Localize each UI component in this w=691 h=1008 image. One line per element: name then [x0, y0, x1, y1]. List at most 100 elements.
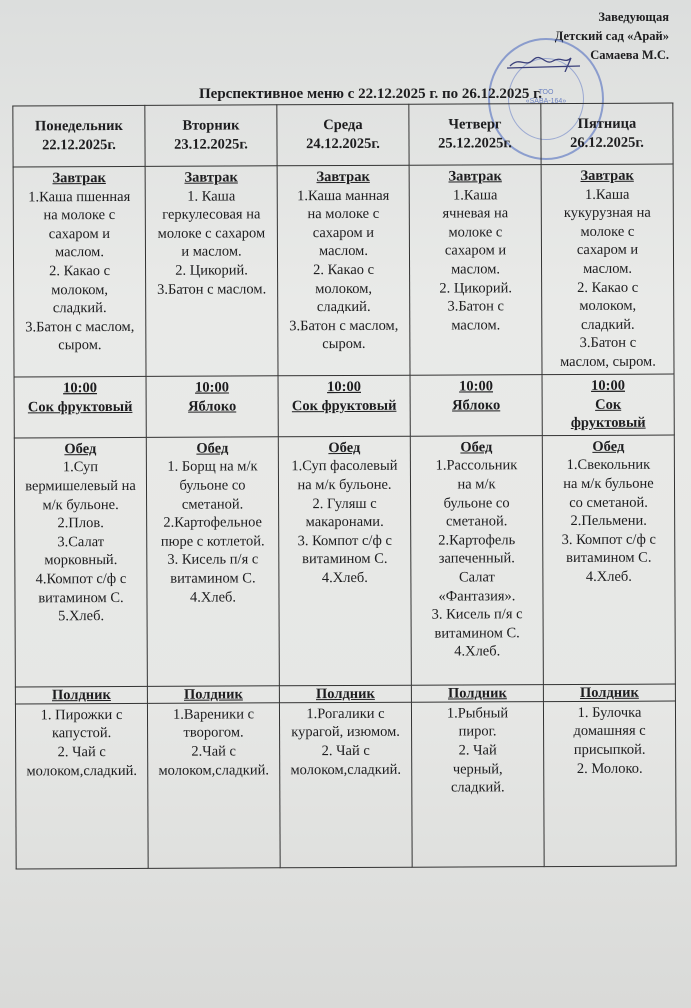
afternoon-label: Полдник: [411, 684, 544, 702]
menu-line: 4.Компот с/ф с: [35, 570, 127, 588]
menu-line: витамином С.: [170, 570, 256, 587]
menu-line: 2. Какао с: [49, 262, 111, 280]
menu-line: молоком,сладкий.: [26, 762, 138, 779]
menu-line: 2.Плов.: [57, 515, 104, 532]
menu-line: творогом.: [183, 724, 244, 742]
menu-line: фруктовый: [570, 414, 646, 432]
menu-line: сахаром и: [444, 242, 507, 259]
menu-line: черный,: [452, 760, 503, 778]
menu-line: 3. Кисель п/я с: [431, 606, 523, 623]
menu-line: 5.Хлеб.: [58, 608, 105, 625]
snack-10-label: 10:00: [459, 378, 494, 395]
menu-line: 3.Батон с: [579, 335, 637, 352]
breakfast-cell: Завтрак 1.Каша кукурузная на молоке с сахаро…: [541, 164, 675, 375]
day-header: Среда 24.12.2025г.: [276, 104, 410, 166]
menu-line: бульоне со: [443, 494, 510, 512]
afternoon-cell: 1. Булочка домашняя с присыпкой. 2. Молоко.: [543, 700, 677, 867]
day-name: Пятница: [577, 116, 637, 133]
menu-line: 1.Рогалики с: [306, 705, 385, 722]
menu-line: 3.Батон с маслом.: [157, 280, 267, 298]
menu-line: 3.Батон с маслом,: [289, 317, 399, 334]
menu-line: курагой, изюмом.: [291, 724, 400, 741]
menu-line: молоке с: [448, 224, 503, 241]
lunch-row: Обед 1.Суп вермишелевый на м/к бульоне. 2.Пл…: [14, 434, 676, 687]
menu-line: 1. Каша: [187, 188, 236, 205]
menu-line: 1.Суп: [62, 459, 99, 476]
menu-line: молоке с: [580, 223, 635, 240]
menu-line: 1. Пирожки с: [40, 706, 123, 724]
breakfast-cell: Завтрак 1. Каша геркулесовая на молоке с са…: [145, 165, 279, 377]
menu-line: молоком,сладкий.: [290, 761, 402, 778]
breakfast-label: Завтрак: [580, 167, 634, 184]
menu-line: сладкий.: [316, 299, 371, 316]
breakfast-cell: Завтрак 1.Каша манная на молоке с сахаром и…: [277, 165, 411, 376]
menu-line: вермишелевый на: [25, 477, 136, 495]
lunch-label: Обед: [328, 439, 361, 456]
day-name: Понедельник: [35, 118, 123, 135]
approval-block: Заведующая Детский сад «Арай» Самаева М.…: [555, 8, 669, 65]
menu-table: Понедельник 22.12.2025г. Вторник 23.12.2025…: [12, 103, 677, 870]
menu-line: 1.Каша: [584, 186, 630, 203]
menu-line: на м/к бульоне.: [297, 476, 392, 494]
approval-organization: Детский сад «Арай»: [554, 29, 669, 43]
menu-line: маслом.: [583, 260, 633, 277]
menu-line: кукурузная на: [563, 204, 651, 222]
menu-line: сметаной.: [181, 496, 244, 513]
breakfast-cell: Завтрак 1.Каша пшенная на молоке с сахаром …: [13, 166, 147, 377]
menu-line: 2. Цикорий.: [439, 279, 513, 297]
snack-10-label: 10:00: [195, 379, 230, 396]
afternoon-label: Полдник: [147, 685, 280, 704]
snack-10-label: 10:00: [591, 377, 626, 394]
menu-line: 4.Хлеб.: [321, 569, 368, 587]
menu-line: молоком,: [51, 281, 109, 298]
menu-line: маслом.: [451, 261, 501, 278]
menu-line: на молоке с: [43, 207, 116, 224]
breakfast-row: Завтрак 1.Каша пшенная на молоке с сахаром …: [13, 164, 675, 377]
menu-line: сладкий.: [450, 779, 505, 796]
lunch-cell: Обед 1.Суп вермишелевый на м/к бульоне. 2.Пл…: [14, 437, 148, 687]
menu-line: бульоне со: [179, 477, 246, 494]
approval-position: Заведующая: [598, 10, 669, 24]
menu-line: сыром.: [58, 337, 102, 354]
menu-line: маслом.: [318, 243, 368, 260]
menu-line: витамином С.: [434, 624, 520, 642]
menu-line: 1.Каша манная: [297, 187, 390, 204]
snack-10-cell: 10:00 Сок фруктовый: [542, 374, 675, 436]
menu-line: 1. Булочка: [577, 704, 642, 721]
menu-line: «Фантазия».: [438, 587, 516, 605]
menu-line: 3.Салат: [57, 533, 105, 551]
afternoon-label: Полдник: [279, 684, 412, 703]
day-date: 25.12.2025г.: [438, 135, 512, 152]
menu-line: витамином С.: [38, 589, 124, 606]
menu-line: 1.Рассольник: [435, 457, 518, 474]
menu-line: 4.Хлеб.: [454, 643, 501, 660]
menu-line: 2. Чай с: [57, 744, 106, 761]
menu-line: 1.Рыбный: [446, 705, 509, 722]
menu-line: 1.Каша: [452, 186, 498, 204]
menu-line: макаронами.: [305, 513, 384, 531]
day-header: Вторник 23.12.2025г.: [144, 104, 278, 167]
day-date: 22.12.2025г.: [42, 136, 116, 154]
menu-line: и маслом.: [181, 243, 242, 261]
page-title: Перспективное меню с 22.12.2025 г. по 26…: [199, 86, 542, 102]
menu-line: сыром.: [322, 336, 366, 353]
day-name: Среда: [323, 117, 363, 134]
menu-line: пюре с котлетой.: [160, 533, 265, 550]
menu-line: 1.Вареники с: [172, 706, 255, 723]
lunch-cell: Обед 1.Свекольник на м/к бульоне со сметано…: [542, 434, 676, 685]
menu-line: ячневая на: [442, 205, 509, 222]
menu-line: сладкий.: [580, 316, 635, 333]
menu-line: Салат: [458, 569, 495, 586]
afternoon-cell: 1.Вареники с творогом. 2.Чай с молоком,слад…: [147, 702, 281, 869]
menu-line: на м/к: [457, 476, 496, 493]
menu-line: капустой.: [51, 725, 112, 742]
day-header: Понедельник 22.12.2025г.: [12, 105, 146, 167]
menu-line: пирог.: [458, 723, 497, 740]
menu-line: витамином С.: [566, 550, 652, 567]
snack-10-label: 10:00: [63, 380, 98, 397]
menu-line: геркулесовая на: [162, 206, 261, 223]
snack-10-cell: 10:00 Яблоко: [146, 375, 279, 438]
snack-10-cell: 10:00 Яблоко: [410, 374, 543, 436]
menu-line: сладкий.: [52, 300, 107, 317]
menu-line: 3.Батон с: [447, 298, 504, 315]
